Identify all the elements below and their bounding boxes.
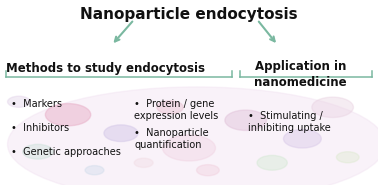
- Circle shape: [163, 135, 215, 161]
- Circle shape: [336, 152, 359, 163]
- Circle shape: [134, 158, 153, 167]
- Text: •  Protein / gene
expression levels: • Protein / gene expression levels: [134, 99, 218, 121]
- Ellipse shape: [8, 87, 378, 185]
- Circle shape: [284, 130, 321, 148]
- Circle shape: [312, 97, 353, 117]
- Text: •  Markers: • Markers: [11, 99, 62, 109]
- Circle shape: [257, 155, 287, 170]
- Circle shape: [104, 125, 138, 142]
- Text: •  Genetic approaches: • Genetic approaches: [11, 147, 121, 157]
- Text: •  Stimulating /
inhibiting uptake: • Stimulating / inhibiting uptake: [248, 111, 330, 133]
- Circle shape: [225, 110, 266, 130]
- Text: •  Nanoparticle
quantification: • Nanoparticle quantification: [134, 128, 209, 150]
- Text: Application in
nanomedicine: Application in nanomedicine: [254, 60, 347, 89]
- Circle shape: [85, 166, 104, 175]
- Text: Nanoparticle endocytosis: Nanoparticle endocytosis: [80, 7, 298, 22]
- Text: •  Inhibitors: • Inhibitors: [11, 123, 70, 133]
- Circle shape: [23, 144, 53, 159]
- Text: Methods to study endocytosis: Methods to study endocytosis: [6, 62, 205, 75]
- Circle shape: [157, 101, 183, 114]
- Circle shape: [45, 104, 91, 126]
- Circle shape: [197, 165, 219, 176]
- Circle shape: [8, 96, 30, 107]
